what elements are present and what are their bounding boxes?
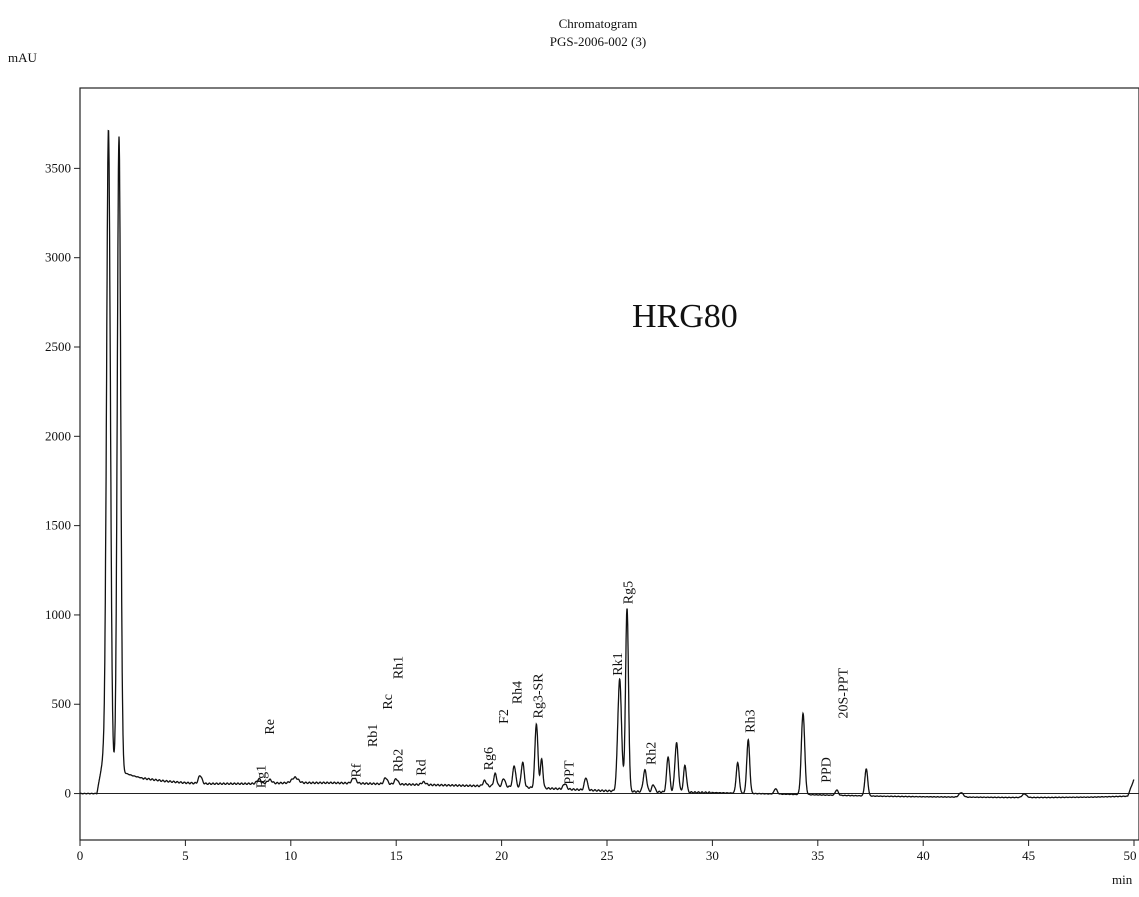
peak-label: Rf [349,763,364,777]
peak-label: Re [263,719,278,735]
peak-label: Rh2 [644,742,659,765]
sample-annotation: HRG80 [632,298,738,335]
x-tick-label: 35 [811,848,824,863]
chromatogram-trace [79,129,1135,799]
peak-label: Rh3 [744,709,759,732]
y-tick-label: 1000 [45,607,71,622]
peak-label: Rd [415,759,430,775]
y-axis-unit-label: mAU [8,50,38,65]
peak-label: Rg5 [621,581,636,604]
peak-label: Rh1 [392,656,407,679]
y-tick-label: 500 [52,696,72,711]
y-tick-label: 3000 [45,250,71,265]
y-tick-label: 2500 [45,339,71,354]
x-tick-label: 15 [390,848,403,863]
plot-frame [79,87,1139,841]
y-tick-label: 0 [65,786,72,801]
y-tick-label: 2000 [45,428,71,443]
peak-label: Rh4 [511,681,526,704]
chart-subtitle: PGS-2006-002 (3) [550,34,646,49]
peak-label: PPT [562,760,577,785]
peak-label: Rb2 [392,749,407,772]
x-tick-label: 20 [495,848,508,863]
peak-label: Rg1 [254,765,269,788]
peak-label: F2 [497,709,512,724]
peak-label: Rb1 [366,724,381,747]
x-tick-label: 10 [284,848,297,863]
peak-label: 20S-PPT [836,667,851,718]
y-tick-label: 1500 [45,518,71,533]
x-tick-label: 40 [917,848,930,863]
y-tick-label: 3500 [45,160,71,175]
peak-label: Rc [381,694,396,710]
x-tick-label: 30 [706,848,719,863]
x-axis-unit-label: min [1112,872,1133,887]
x-tick-label: 45 [1022,848,1035,863]
x-tick-label: 0 [77,848,84,863]
x-tick-label: 50 [1124,848,1137,863]
x-tick-label: 5 [182,848,189,863]
peak-label: PPD [819,757,834,783]
peak-label: Rk1 [611,652,626,675]
x-tick-label: 25 [601,848,614,863]
peak-label: Rg3-SR [532,673,547,719]
chart-title: Chromatogram [559,16,638,31]
peak-label: Rg6 [482,747,497,770]
